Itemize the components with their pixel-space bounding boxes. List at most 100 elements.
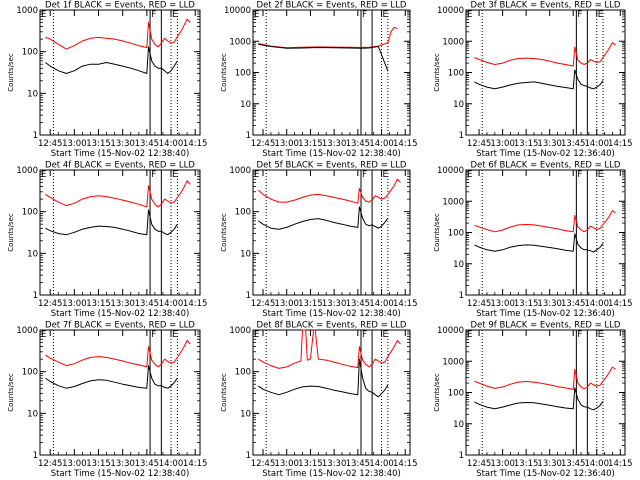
event-marker-label: E — [598, 330, 603, 340]
y-tick-label: 10 — [27, 409, 38, 419]
y-tick-label: 100 — [448, 389, 464, 399]
y-tick-label: 10000 — [437, 6, 464, 16]
x-tick-label: 14:00 — [369, 459, 394, 469]
x-tick-label: 14:15 — [608, 459, 633, 469]
x-tick-label: 13:15 — [86, 459, 111, 469]
x-tick-label: 14:15 — [608, 299, 633, 309]
y-tick-label: 10 — [453, 420, 464, 430]
x-tick-label: 14:15 — [393, 139, 418, 149]
y-tick-label: 1 — [33, 131, 38, 141]
x-axis-label: Start Time (15-Nov-02 12:36:40) — [476, 149, 615, 159]
y-axis-label: Counts/sec — [433, 53, 441, 92]
x-tick-label: 13:45 — [346, 459, 371, 469]
chart-title: Det 6f BLACK = Events, RED = LLD — [471, 161, 621, 171]
chart-panel: Det 4f BLACK = Events, RED = LLD Counts/s… — [7, 161, 207, 320]
x-tick-label: 13:15 — [86, 139, 111, 149]
x-tick-label: 13:00 — [490, 139, 515, 149]
chart-title: Det 3f BLACK = Events, RED = LLD — [471, 1, 621, 11]
event-marker-label: E — [254, 330, 259, 340]
chart-title: Det 8f BLACK = Events, RED = LLD — [257, 321, 407, 331]
x-axis-label: Start Time (15-Nov-02 12:38:40) — [262, 309, 401, 319]
y-tick-label: 100 — [22, 368, 38, 378]
x-tick-label: 13:00 — [62, 139, 87, 149]
x-tick-label: 12:45 — [467, 139, 492, 149]
lld-series-line — [45, 180, 191, 208]
x-tick-label: 13:45 — [135, 139, 160, 149]
x-axis-label: Start Time (15-Nov-02 12:38:40) — [51, 149, 190, 159]
event-marker-label: E — [254, 170, 259, 180]
lld-series-line — [258, 329, 401, 369]
y-tick-label: 100 — [448, 69, 464, 79]
x-tick-label: 14:00 — [585, 299, 610, 309]
chart-panel: Det 2f BLACK = Events, RED = LLD Counts/s… — [220, 1, 418, 160]
y-tick-label: 100 — [22, 208, 38, 218]
y-tick-label: 1 — [459, 451, 464, 461]
x-tick-label: 13:30 — [110, 139, 135, 149]
y-axis-label: Counts/sec — [220, 53, 228, 92]
x-tick-label: 12:45 — [38, 299, 63, 309]
events-series-line — [258, 43, 389, 72]
chart-title: Det 7f BLACK = Events, RED = LLD — [45, 321, 195, 331]
plot-frame — [465, 169, 626, 296]
y-tick-label: 1000 — [16, 166, 38, 176]
y-tick-label: 1000 — [442, 37, 464, 47]
x-tick-label: 13:45 — [561, 139, 586, 149]
events-series-line — [474, 387, 604, 411]
x-tick-label: 12:45 — [251, 139, 276, 149]
event-marker-label: E — [383, 170, 388, 180]
x-tick-label: 13:15 — [86, 299, 111, 309]
x-tick-label: 13:30 — [322, 139, 347, 149]
y-tick-label: 1 — [33, 451, 38, 461]
x-tick-label: 12:45 — [467, 459, 492, 469]
plot-frame — [39, 169, 201, 296]
lld-series-line — [474, 210, 616, 233]
y-axis-label: Counts/sec — [220, 373, 228, 412]
lld-series-line — [45, 18, 191, 50]
x-axis-label: Start Time (15-Nov-02 12:36:40) — [476, 469, 615, 479]
events-series-line — [258, 206, 389, 230]
y-tick-label: 1000 — [442, 357, 464, 367]
x-tick-label: 13:00 — [274, 299, 299, 309]
x-tick-label: 14:00 — [585, 459, 610, 469]
lld-series-line — [257, 178, 401, 204]
y-tick-label: 1 — [459, 131, 464, 141]
x-tick-label: 14:15 — [393, 299, 418, 309]
chart-panel: Det 9f BLACK = Events, RED = LLD Counts/s… — [433, 321, 633, 480]
chart-title: Det 2f BLACK = Events, RED = LLD — [257, 1, 407, 11]
y-tick-label: 10000 — [224, 6, 251, 16]
events-series-line — [474, 69, 604, 90]
chart-title: Det 9f BLACK = Events, RED = LLD — [471, 321, 621, 331]
x-tick-label: 13:15 — [514, 299, 539, 309]
y-tick-label: 100 — [235, 208, 251, 218]
y-tick-label: 10 — [453, 100, 464, 110]
x-tick-label: 13:30 — [110, 299, 135, 309]
x-tick-label: 13:00 — [62, 299, 87, 309]
event-marker-label: E — [172, 330, 177, 340]
x-tick-label: 13:15 — [298, 299, 323, 309]
event-marker-label: E — [41, 10, 46, 20]
y-tick-label: 1000 — [229, 326, 251, 336]
plot-frame — [465, 329, 626, 456]
event-marker-label: E — [467, 10, 472, 20]
x-tick-label: 14:00 — [369, 299, 394, 309]
x-tick-label: 14:00 — [159, 459, 184, 469]
event-marker-label: E — [41, 330, 46, 340]
x-tick-label: 12:45 — [38, 459, 63, 469]
event-marker-label: E — [383, 10, 388, 20]
x-axis-label: Start Time (15-Nov-02 12:38:40) — [262, 469, 401, 479]
events-series-line — [258, 358, 389, 398]
chart-title: Det 1f BLACK = Events, RED = LLD — [45, 1, 195, 11]
x-tick-label: 14:00 — [369, 139, 394, 149]
x-tick-label: 13:15 — [514, 139, 539, 149]
y-tick-label: 10000 — [437, 166, 464, 176]
x-tick-label: 13:15 — [514, 459, 539, 469]
y-axis-label: Counts/sec — [7, 373, 15, 412]
event-marker-label: E — [467, 170, 472, 180]
y-tick-label: 1000 — [16, 326, 38, 336]
plot-frame — [252, 169, 411, 296]
y-tick-label: 10 — [240, 100, 251, 110]
chart-title: Det 5f BLACK = Events, RED = LLD — [257, 161, 407, 171]
x-tick-label: 14:15 — [183, 459, 208, 469]
y-tick-label: 1 — [246, 131, 251, 141]
y-tick-label: 10 — [27, 89, 38, 99]
